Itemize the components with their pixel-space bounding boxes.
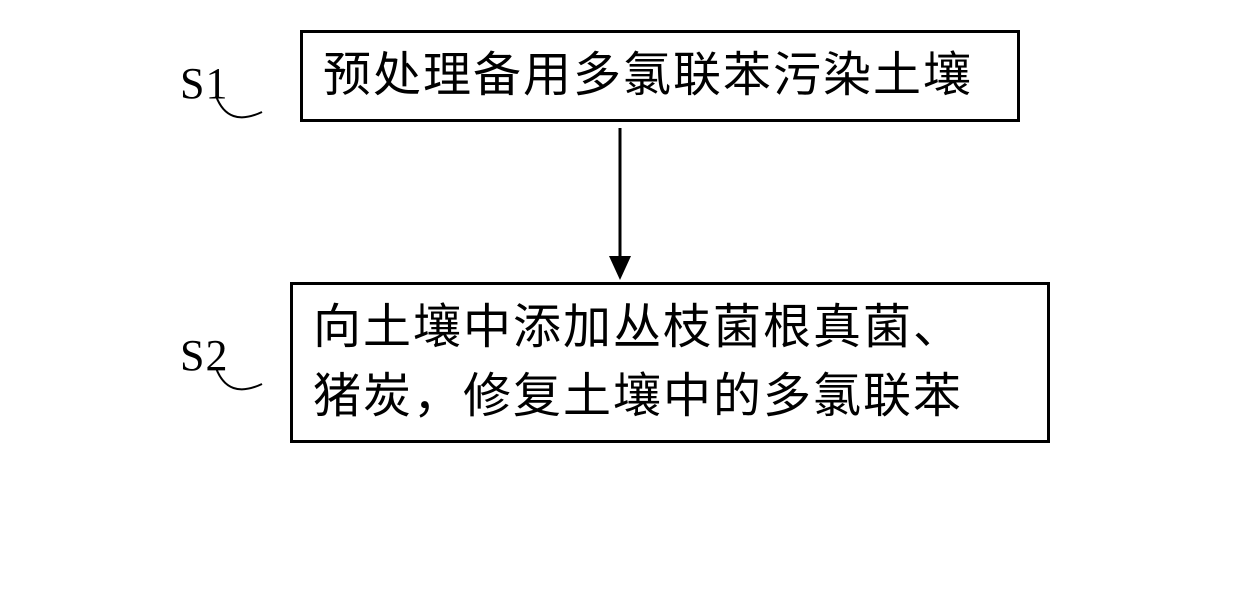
step1-label: S1 <box>180 58 228 109</box>
step2-line2: 猪炭，修复土壤中的多氯联苯 <box>313 362 1027 432</box>
arrow-wrap <box>190 122 1050 282</box>
arrow-down-icon <box>600 122 640 282</box>
step2-label: S2 <box>180 330 228 381</box>
flowchart-container: S1 预处理备用多氯联苯污染土壤 S2 向土壤中添加丛枝菌根真菌、 猪炭，修复土… <box>190 30 1050 443</box>
step1-box: 预处理备用多氯联苯污染土壤 <box>300 30 1020 122</box>
step2-label-curve <box>214 366 264 406</box>
step1-text: 预处理备用多氯联苯污染土壤 <box>323 49 973 102</box>
step2-line1: 向土壤中添加丛枝菌根真菌、 <box>313 293 1027 363</box>
step2-box: 向土壤中添加丛枝菌根真菌、 猪炭，修复土壤中的多氯联苯 <box>290 282 1050 443</box>
